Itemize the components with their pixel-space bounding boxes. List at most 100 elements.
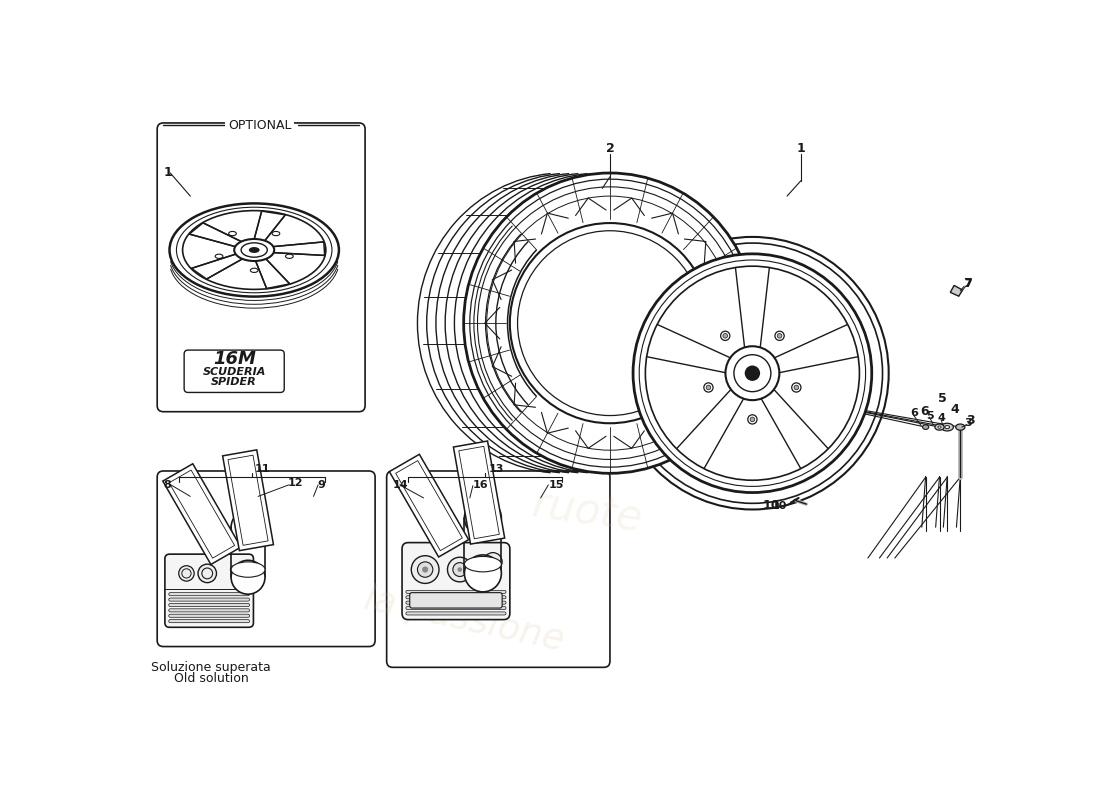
Ellipse shape [418, 562, 433, 578]
FancyBboxPatch shape [165, 554, 253, 627]
Ellipse shape [723, 334, 727, 338]
Ellipse shape [510, 223, 711, 423]
Polygon shape [453, 441, 505, 544]
FancyBboxPatch shape [409, 593, 502, 608]
Text: SCUDERIA: SCUDERIA [202, 366, 266, 377]
Ellipse shape [231, 562, 265, 578]
Ellipse shape [778, 334, 782, 338]
Ellipse shape [178, 566, 194, 581]
Text: 11: 11 [254, 464, 270, 474]
FancyBboxPatch shape [168, 619, 250, 622]
Polygon shape [389, 454, 469, 557]
Ellipse shape [411, 556, 439, 583]
FancyBboxPatch shape [157, 471, 375, 646]
FancyBboxPatch shape [406, 606, 506, 610]
Polygon shape [222, 450, 274, 550]
Ellipse shape [945, 426, 949, 429]
Text: Old solution: Old solution [174, 672, 249, 686]
Text: 1: 1 [163, 166, 172, 179]
FancyBboxPatch shape [403, 542, 510, 619]
Polygon shape [228, 455, 268, 546]
Polygon shape [191, 254, 243, 279]
Polygon shape [736, 268, 769, 349]
Ellipse shape [794, 385, 799, 390]
Ellipse shape [630, 251, 874, 495]
Polygon shape [189, 223, 242, 246]
Ellipse shape [464, 499, 502, 537]
Text: 3: 3 [966, 414, 975, 427]
Text: 1: 1 [796, 142, 805, 155]
FancyBboxPatch shape [387, 471, 609, 667]
Ellipse shape [198, 564, 217, 582]
Ellipse shape [169, 203, 339, 297]
Text: 10: 10 [763, 499, 780, 512]
Ellipse shape [453, 562, 466, 577]
Polygon shape [254, 211, 285, 241]
FancyBboxPatch shape [406, 590, 506, 594]
Ellipse shape [942, 423, 954, 431]
FancyBboxPatch shape [168, 598, 250, 601]
Text: 85: 85 [640, 393, 718, 446]
Ellipse shape [230, 566, 238, 574]
Text: 12: 12 [288, 478, 304, 488]
Ellipse shape [923, 425, 928, 430]
Text: 5: 5 [938, 392, 947, 405]
FancyBboxPatch shape [157, 123, 365, 412]
Polygon shape [255, 258, 289, 289]
FancyBboxPatch shape [168, 603, 250, 606]
Text: OPTIONAL: OPTIONAL [228, 118, 292, 132]
Ellipse shape [634, 254, 871, 493]
Ellipse shape [464, 557, 502, 572]
Polygon shape [761, 389, 828, 469]
Polygon shape [773, 325, 858, 373]
Polygon shape [163, 464, 241, 565]
Polygon shape [950, 286, 962, 296]
Ellipse shape [448, 558, 472, 582]
Polygon shape [273, 242, 324, 255]
FancyBboxPatch shape [184, 350, 284, 393]
Text: 2: 2 [606, 142, 614, 155]
Text: 3: 3 [965, 418, 971, 428]
Polygon shape [169, 470, 234, 558]
Ellipse shape [938, 426, 940, 428]
Text: ruote: ruote [529, 483, 645, 540]
Ellipse shape [234, 239, 274, 261]
Ellipse shape [706, 385, 711, 390]
Ellipse shape [249, 247, 260, 253]
Ellipse shape [231, 510, 265, 544]
FancyBboxPatch shape [406, 601, 506, 604]
FancyBboxPatch shape [168, 593, 250, 596]
Text: 7: 7 [964, 278, 972, 290]
Ellipse shape [458, 567, 462, 572]
Text: 10: 10 [772, 501, 786, 510]
Text: OPTIONAL: OPTIONAL [228, 118, 292, 132]
Text: 16: 16 [473, 480, 488, 490]
Polygon shape [647, 325, 732, 373]
Text: 9: 9 [318, 480, 326, 490]
Polygon shape [396, 461, 462, 550]
Text: 6: 6 [920, 405, 928, 418]
Polygon shape [459, 446, 499, 538]
Ellipse shape [464, 555, 502, 592]
Ellipse shape [484, 553, 502, 571]
Text: 5: 5 [926, 410, 934, 421]
Ellipse shape [518, 230, 703, 415]
Ellipse shape [935, 424, 944, 430]
Ellipse shape [726, 346, 779, 400]
Text: 16M: 16M [212, 350, 255, 368]
Text: Soluzione superata: Soluzione superata [151, 661, 271, 674]
Ellipse shape [745, 366, 760, 381]
FancyBboxPatch shape [168, 614, 250, 618]
Ellipse shape [750, 417, 755, 422]
Ellipse shape [231, 560, 265, 594]
Ellipse shape [464, 173, 757, 474]
Ellipse shape [956, 424, 965, 430]
Text: 13: 13 [488, 464, 504, 474]
Text: 7: 7 [964, 279, 972, 289]
Text: 4: 4 [937, 413, 945, 423]
FancyBboxPatch shape [168, 609, 250, 612]
Text: 4: 4 [950, 403, 959, 416]
Text: 8: 8 [163, 480, 172, 490]
Text: 15: 15 [548, 480, 563, 490]
Text: SPIDER: SPIDER [211, 378, 257, 387]
